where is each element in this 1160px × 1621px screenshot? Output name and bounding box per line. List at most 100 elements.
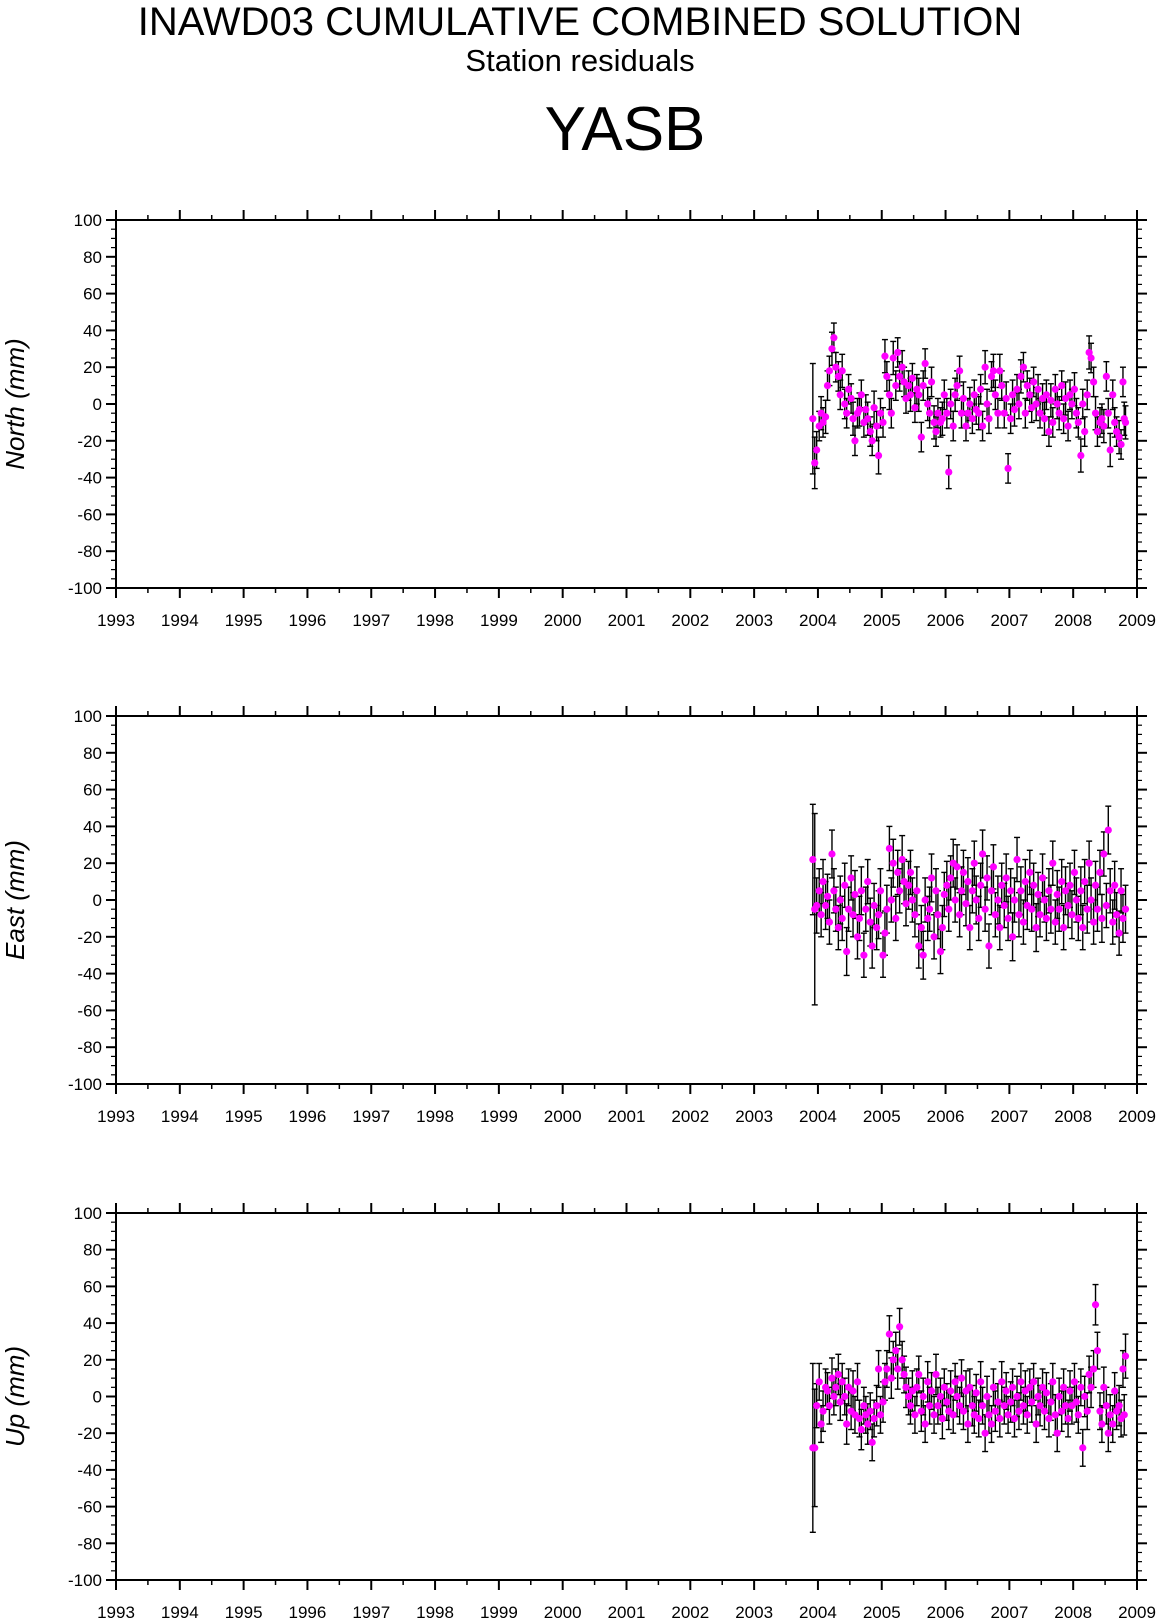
data-point (844, 905, 853, 913)
data-point (841, 1392, 849, 1401)
data-point (819, 878, 827, 886)
data-point (1072, 1398, 1080, 1406)
data-point (983, 874, 991, 882)
x-tick-label: 1997 (352, 611, 390, 630)
data-point (887, 896, 895, 904)
data-point (987, 887, 996, 895)
data-point (936, 947, 945, 956)
data-point (823, 382, 832, 390)
station-name: YASB (544, 95, 706, 164)
data-point (879, 951, 887, 959)
data-point (1032, 400, 1040, 408)
data-point (853, 1378, 862, 1386)
data-point (1019, 1402, 1028, 1410)
data-point (959, 1407, 968, 1415)
data-points (809, 1301, 1130, 1452)
data-point (1111, 881, 1119, 889)
data-point (860, 951, 868, 959)
data-point (1112, 911, 1121, 919)
data-point (962, 900, 970, 908)
data-point (894, 868, 902, 877)
data-point (883, 1365, 891, 1373)
data-point (834, 1370, 842, 1379)
data-point (825, 1402, 834, 1410)
y-tick-label: 20 (83, 358, 102, 377)
data-point (1021, 878, 1029, 886)
data-point (1077, 451, 1085, 460)
data-point (1098, 914, 1106, 923)
data-point (962, 422, 970, 430)
data-point (951, 391, 959, 399)
data-point (866, 428, 874, 436)
data-point (838, 367, 846, 375)
y-tick-label: 100 (74, 211, 102, 230)
data-point (828, 1374, 836, 1382)
data-point (932, 887, 940, 895)
data-point (889, 859, 897, 867)
data-point (906, 868, 915, 877)
y-tick-label: 80 (83, 744, 102, 763)
data-point (1038, 1383, 1047, 1391)
y-tick-label: 0 (93, 1388, 102, 1407)
data-point (809, 855, 817, 864)
data-point (844, 385, 853, 393)
data-point (1002, 394, 1010, 403)
x-tick-label: 2004 (799, 611, 837, 630)
data-point (851, 437, 859, 445)
y-tick-label: -60 (77, 1001, 102, 1020)
data-point (981, 905, 989, 913)
data-point (1058, 1407, 1066, 1415)
y-tick-label: 60 (83, 1277, 102, 1296)
data-point (938, 1414, 946, 1423)
data-point (953, 863, 961, 871)
data-point (951, 896, 959, 904)
data-point (1091, 881, 1100, 889)
data-point (926, 905, 934, 913)
data-point (949, 1411, 957, 1419)
data-point (1028, 1398, 1036, 1406)
y-tick-label: -80 (77, 542, 102, 561)
x-tick-label: 2003 (735, 1107, 773, 1126)
data-point (896, 1323, 904, 1331)
data-point (1028, 905, 1036, 913)
data-point (1055, 1392, 1063, 1401)
data-point (1093, 905, 1102, 913)
data-point (1064, 422, 1072, 430)
data-point (953, 382, 961, 390)
x-tick-label: 1997 (352, 1107, 390, 1126)
data-point (1083, 1407, 1091, 1415)
chart-panel-2: 1993 1994 1995 1996 1997 1998 1999 2000 2001 2002… (0, 706, 1156, 1126)
data-point (855, 405, 864, 414)
chart-panel-1: 1993 1994 1995 1996 1997 1998 1999 2000 2001 2002… (0, 210, 1156, 630)
data-point (849, 415, 857, 423)
data-point (1102, 372, 1110, 380)
data-point (1079, 400, 1087, 408)
data-point (978, 1402, 987, 1410)
x-tick-label: 1993 (97, 1603, 135, 1621)
x-tick-label: 1994 (161, 1107, 199, 1126)
x-tick-label: 1999 (480, 611, 518, 630)
x-tick-label: 2001 (608, 1603, 646, 1621)
data-point (975, 409, 983, 417)
data-point (1049, 859, 1057, 867)
data-point (921, 1420, 929, 1428)
data-point (934, 911, 942, 919)
data-point (911, 911, 919, 919)
x-tick-label: 2002 (671, 611, 709, 630)
data-point (881, 1378, 889, 1386)
data-point (934, 409, 942, 417)
data-point (938, 924, 946, 932)
data-point (894, 348, 902, 357)
data-point (987, 1420, 996, 1428)
data-point (843, 409, 851, 417)
y-tick-label: 60 (83, 285, 102, 304)
data-point (838, 1378, 846, 1386)
data-point (843, 947, 851, 956)
y-tick-label: -80 (77, 1534, 102, 1553)
data-point (1058, 382, 1066, 390)
data-point (902, 900, 910, 908)
x-tick-label: 2005 (863, 1603, 901, 1621)
x-tick-label: 2002 (671, 1107, 709, 1126)
data-point (1055, 409, 1063, 417)
data-points (809, 334, 1130, 476)
